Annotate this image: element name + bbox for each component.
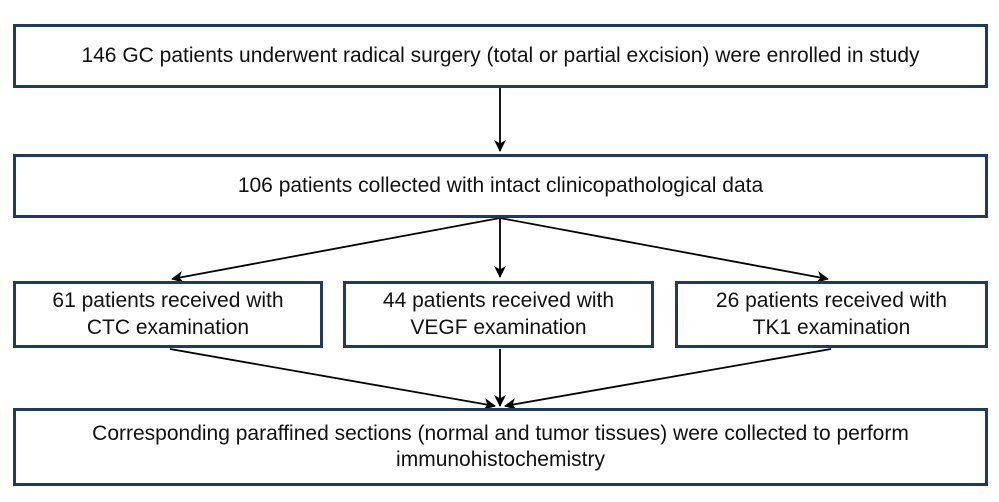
arrow-intact-data-to-ctc <box>171 217 501 283</box>
node-vegf-examination: 44 patients received with VEGF examinati… <box>343 281 654 348</box>
node-enrolled-patients: 146 GC patients underwent radical surger… <box>13 24 988 88</box>
arrow-intact-data-to-tk1 <box>499 217 829 283</box>
node-intact-clinicopathological-data: 106 patients collected with intact clini… <box>13 154 988 218</box>
node-immunohistochemistry: Corresponding paraffined sections (norma… <box>13 408 988 486</box>
arrow-ctc-to-ihc <box>169 348 496 411</box>
node-tk1-examination: 26 patients received with TK1 examinatio… <box>675 281 988 348</box>
arrow-tk1-to-ihc <box>504 348 832 411</box>
node-ctc-examination: 61 patients received with CTC examinatio… <box>13 281 323 348</box>
